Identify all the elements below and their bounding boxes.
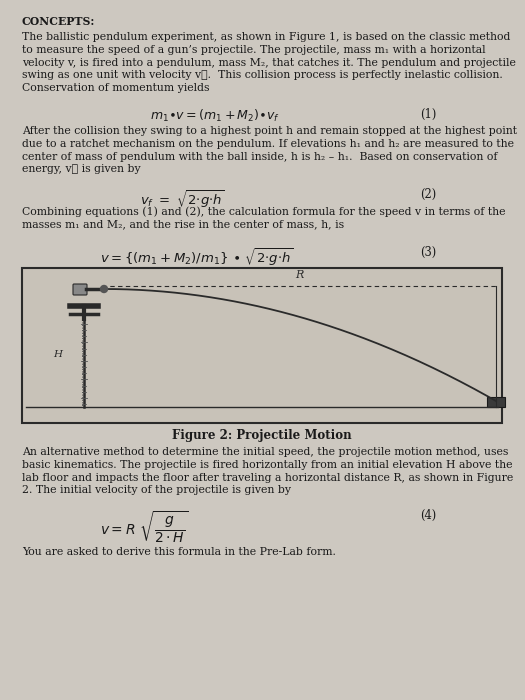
Text: R: R xyxy=(295,270,303,280)
Text: (2): (2) xyxy=(420,188,436,201)
Text: CONCEPTS:: CONCEPTS: xyxy=(22,16,96,27)
Text: H: H xyxy=(54,350,62,359)
Text: The ballistic pendulum experiment, as shown in Figure 1, is based on the classic: The ballistic pendulum experiment, as sh… xyxy=(22,32,516,93)
Circle shape xyxy=(100,286,108,293)
FancyBboxPatch shape xyxy=(73,284,87,295)
Bar xyxy=(22,268,502,423)
Text: $m_1 {\bullet} v = (m_1 + M_2){\bullet}v_f$: $m_1 {\bullet} v = (m_1 + M_2){\bullet}v… xyxy=(150,108,280,124)
Text: $v = \{(m_1 + M_2)/m_1\}\ {\bullet}\ \sqrt{2{\cdot}g{\cdot}h}$: $v = \{(m_1 + M_2)/m_1\}\ {\bullet}\ \sq… xyxy=(100,246,293,268)
Text: (4): (4) xyxy=(420,509,436,522)
Text: You are asked to derive this formula in the Pre-Lab form.: You are asked to derive this formula in … xyxy=(22,547,336,557)
Text: (1): (1) xyxy=(420,108,436,121)
Text: (3): (3) xyxy=(420,246,436,259)
Bar xyxy=(487,397,505,407)
Text: Figure 2: Projectile Motion: Figure 2: Projectile Motion xyxy=(172,429,352,442)
Text: Combining equations (1) and (2), the calculation formula for the speed v in term: Combining equations (1) and (2), the cal… xyxy=(22,206,506,230)
Text: $v_f\ =\ \sqrt{2{\cdot}g{\cdot}h}$: $v_f\ =\ \sqrt{2{\cdot}g{\cdot}h}$ xyxy=(140,188,225,210)
Text: $v = R\ \sqrt{\dfrac{g}{2 \cdot H}}$: $v = R\ \sqrt{\dfrac{g}{2 \cdot H}}$ xyxy=(100,509,189,545)
Text: After the collision they swing to a highest point h and remain stopped at the hi: After the collision they swing to a high… xyxy=(22,126,517,174)
Text: An alternative method to determine the initial speed, the projectile motion meth: An alternative method to determine the i… xyxy=(22,447,513,496)
